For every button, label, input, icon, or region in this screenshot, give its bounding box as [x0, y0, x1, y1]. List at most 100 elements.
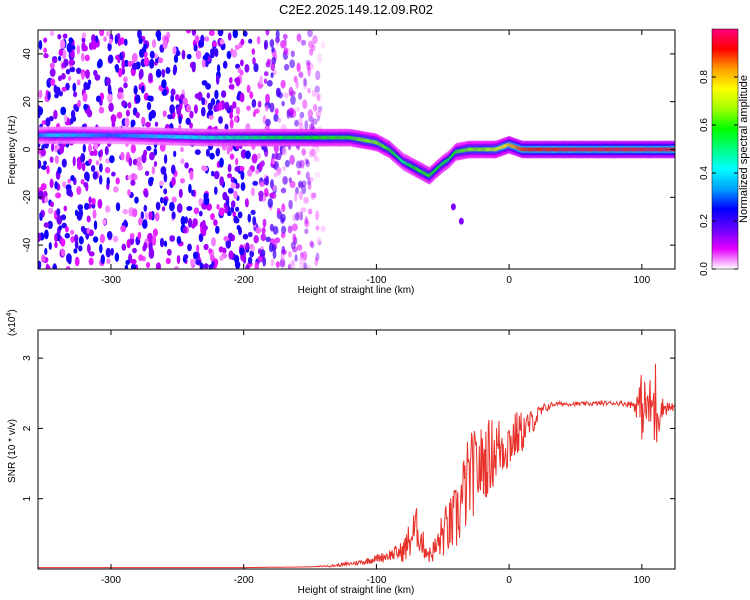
noise-blob: [106, 31, 111, 37]
noise-blob: [189, 170, 194, 181]
noise-blob: [225, 199, 230, 207]
y-tick-label: 3: [22, 355, 33, 361]
noise-blob: [148, 176, 154, 182]
noise-blob: [85, 69, 90, 79]
noise-blob: [246, 105, 251, 111]
noise-blob: [145, 121, 152, 128]
noise-blob: [230, 182, 237, 189]
noise-blob: [314, 210, 320, 221]
noise-blob: [47, 91, 51, 101]
noise-blob: [43, 53, 49, 59]
noise-blob: [72, 156, 76, 167]
noise-blob: [180, 158, 185, 164]
noise-blob: [138, 37, 143, 45]
noise-blob: [267, 198, 273, 208]
noise-blob: [139, 48, 145, 59]
noise-blob: [152, 228, 158, 237]
noise-blob: [130, 258, 137, 265]
noise-blob: [144, 190, 149, 198]
noise-blob: [315, 110, 322, 118]
noise-blob: [84, 54, 90, 62]
noise-blob: [117, 91, 122, 100]
noise-blob: [99, 175, 103, 185]
snr-xlabel: Height of straight line (km): [298, 585, 415, 596]
noise-blob: [93, 220, 98, 231]
noise-blob: [262, 218, 267, 228]
noise-blob: [169, 104, 175, 114]
snr-exponent-power: 4: [6, 313, 13, 317]
noise-blob: [181, 49, 186, 60]
noise-blob: [219, 255, 224, 261]
noise-blob: [59, 39, 66, 50]
noise-blob: [224, 101, 230, 111]
noise-blob: [146, 145, 152, 151]
noise-blob: [281, 245, 286, 255]
noise-blob: [87, 79, 92, 86]
noise-blob: [107, 95, 111, 101]
noise-blob: [142, 219, 148, 229]
noise-blob: [49, 68, 56, 77]
noise-blob: [151, 39, 157, 49]
noise-blob: [93, 69, 98, 77]
colorbar-tick-label: 0.6: [699, 118, 710, 132]
noise-blob: [194, 149, 201, 156]
noise-blob: [247, 231, 253, 238]
noise-blob: [317, 115, 321, 122]
noise-blob: [144, 211, 148, 221]
noise-blob: [120, 151, 125, 161]
noise-blob: [171, 211, 176, 220]
noise-blob: [296, 244, 303, 251]
noise-blob: [284, 63, 290, 71]
noise-blob: [81, 162, 86, 172]
noise-blob: [121, 67, 126, 75]
noise-blob: [299, 70, 304, 79]
noise-blob: [161, 206, 166, 212]
noise-blob: [182, 97, 188, 106]
noise-blob: [38, 147, 41, 155]
noise-blob: [180, 216, 186, 226]
noise-blob: [206, 203, 213, 211]
noise-blob: [276, 167, 282, 173]
noise-blob: [123, 76, 128, 83]
noise-blob: [57, 166, 62, 174]
noise-blob: [310, 192, 315, 199]
noise-blob: [315, 156, 321, 163]
noise-blob: [63, 58, 69, 67]
noise-blob: [83, 81, 88, 91]
noise-blob: [246, 84, 251, 94]
noise-blob: [61, 73, 66, 80]
colorbar-gradient: [712, 29, 738, 269]
noise-blob: [74, 234, 79, 243]
noise-blob: [38, 40, 43, 50]
noise-blob: [78, 245, 83, 252]
noise-blob: [186, 53, 192, 60]
noise-blob: [132, 62, 138, 71]
noise-blob: [202, 54, 209, 61]
x-tick-label: -100: [366, 575, 386, 586]
colorbar-tick-label: 0.2: [699, 214, 710, 228]
chart-title: C2E2.2025.149.12.09.R02: [279, 2, 433, 17]
noise-blob: [313, 37, 318, 44]
noise-blob: [265, 236, 271, 243]
noise-blob: [263, 78, 268, 84]
noise-blob: [210, 170, 215, 177]
noise-blob: [117, 67, 123, 78]
noise-blob: [46, 265, 51, 269]
noise-blob: [214, 89, 219, 100]
noise-blob: [193, 104, 198, 114]
noise-blob: [307, 67, 311, 77]
noise-blob: [81, 52, 85, 62]
noise-blob: [74, 239, 79, 250]
noise-blob: [235, 206, 240, 212]
noise-blob: [70, 236, 76, 243]
noise-blob: [77, 99, 81, 108]
noise-blob: [58, 225, 62, 231]
noise-blob: [110, 114, 117, 123]
noise-blob: [208, 248, 213, 255]
noise-blob: [108, 38, 113, 45]
y-tick-label: 0: [22, 146, 33, 152]
noise-blob: [249, 250, 255, 258]
noise-blob: [51, 142, 55, 152]
noise-blob: [247, 169, 253, 177]
noise-blob: [114, 34, 119, 45]
